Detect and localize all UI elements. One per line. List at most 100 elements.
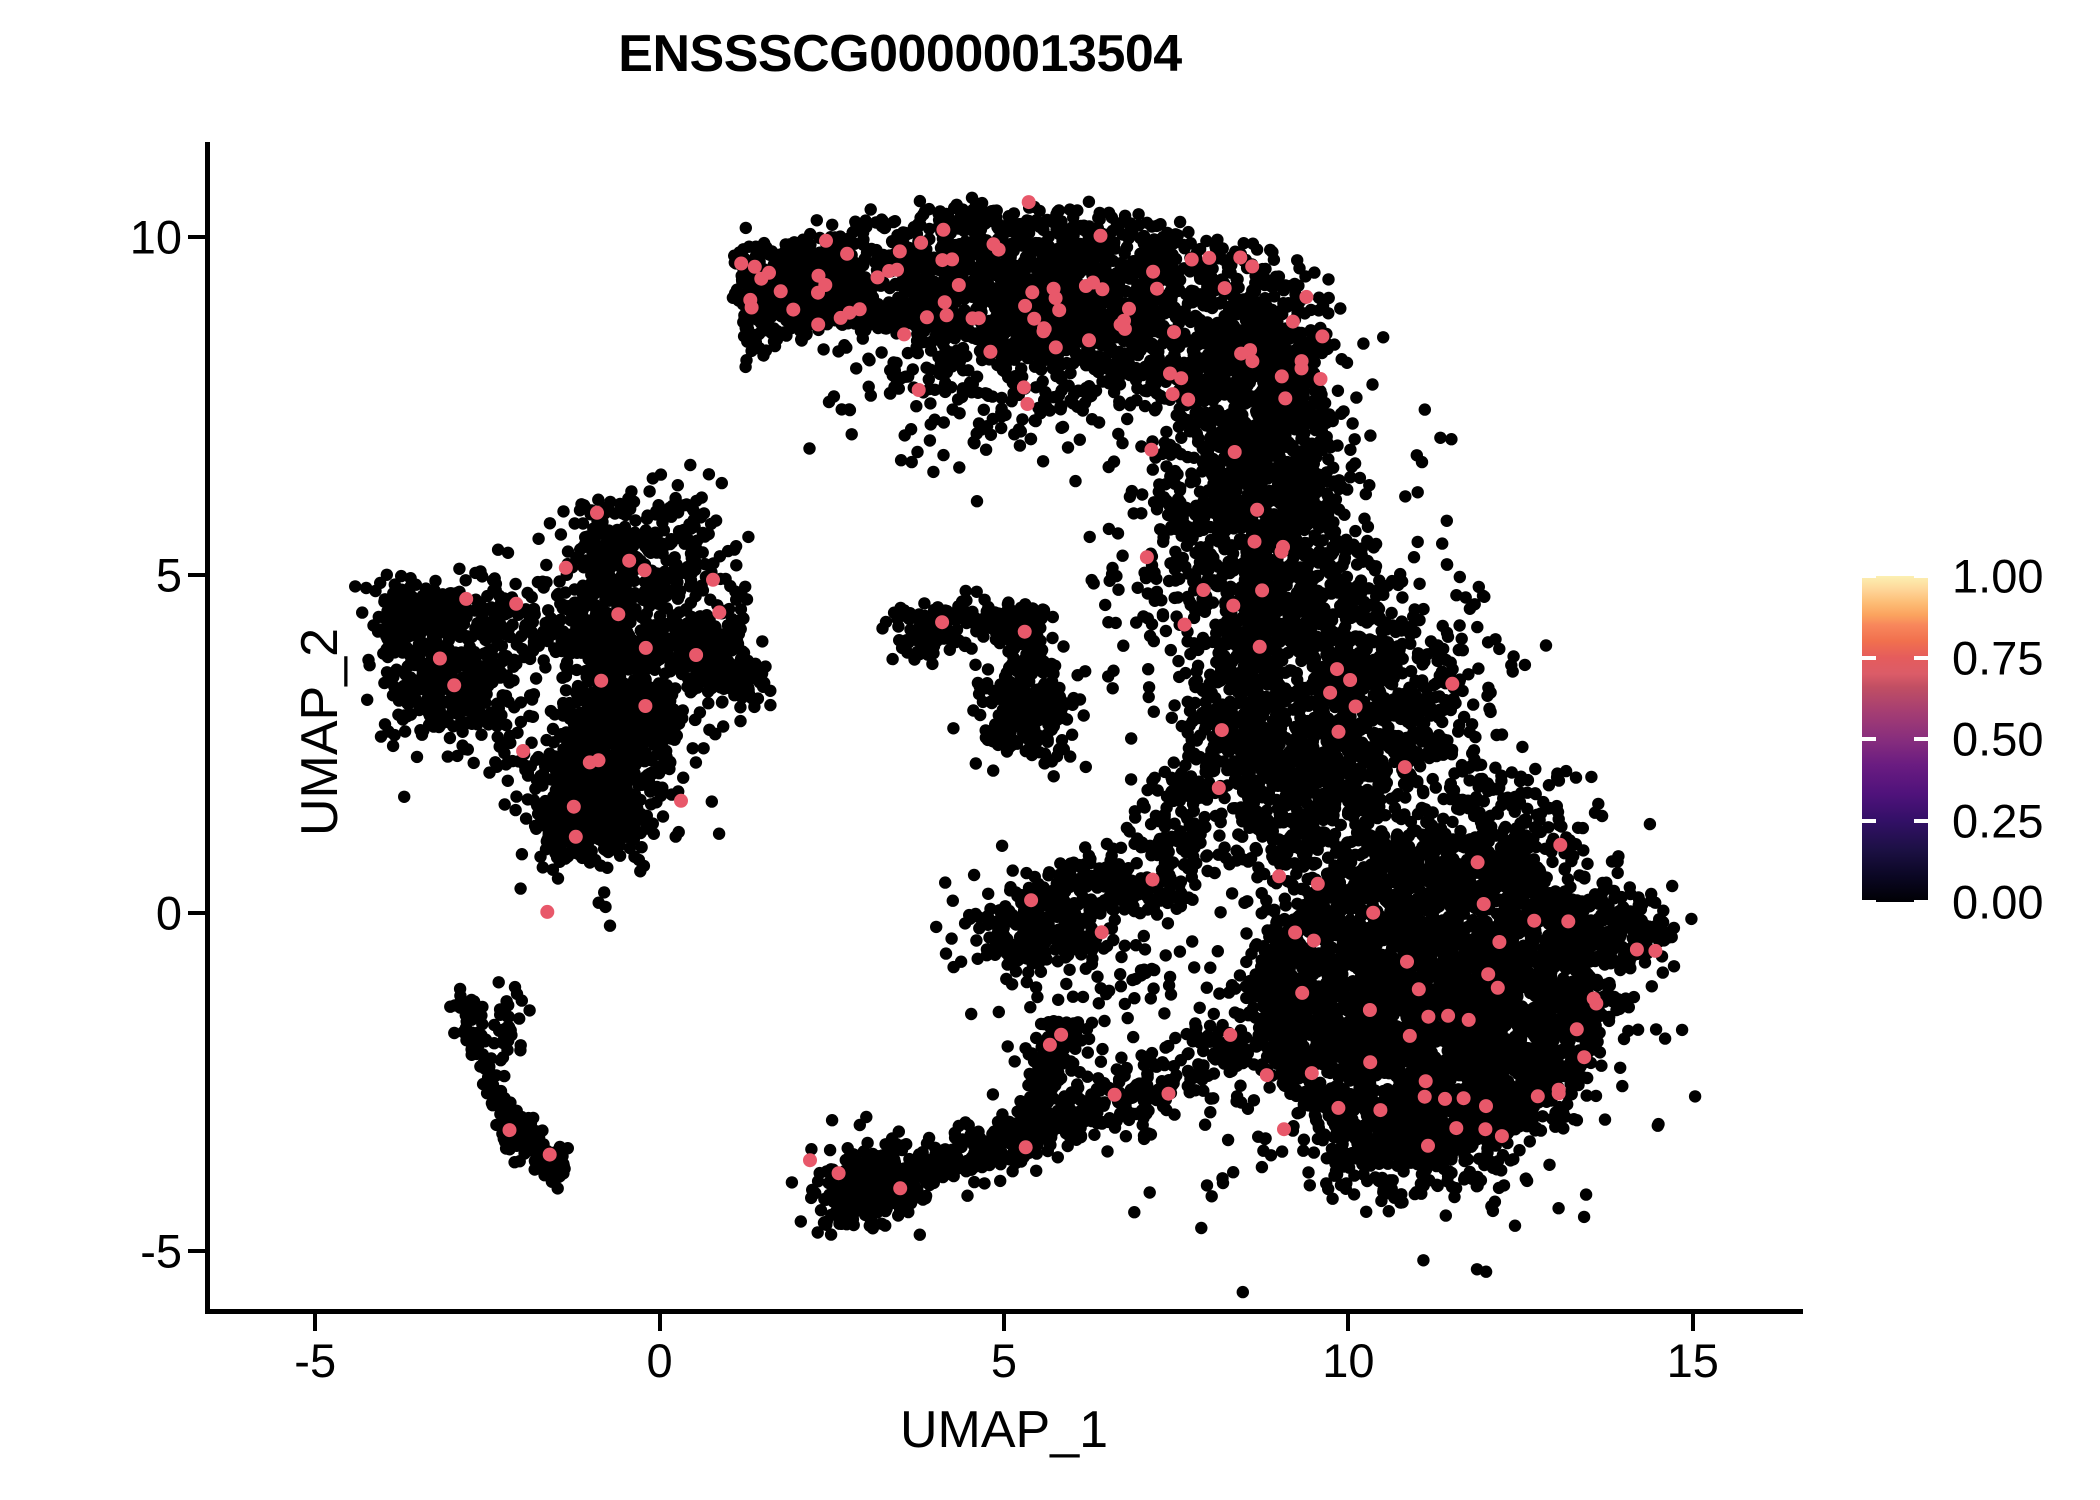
data-point-zero [1173,215,1187,229]
data-point-zero [886,369,899,382]
data-point-zero [1024,220,1037,233]
data-point-zero [1105,306,1118,319]
data-point-zero [1322,273,1335,286]
data-point-zero [1169,311,1183,324]
data-point-zero [1066,290,1079,304]
data-point-zero [1174,481,1187,494]
data-point-zero [986,390,999,403]
data-point-zero [1029,236,1042,250]
data-point-zero [911,445,924,459]
data-point-zero [1083,247,1097,261]
data-point-zero [1259,262,1272,276]
data-point-zero [845,428,858,441]
data-point-zero [1176,551,1189,565]
data-point-zero [927,465,940,479]
data-point-zero [842,292,855,305]
data-point-zero [1335,479,1348,493]
data-point-zero [863,354,876,367]
data-point-zero [1237,558,1250,572]
data-point-zero [1348,433,1361,446]
data-point-zero [977,403,990,416]
data-point-zero [1102,616,1115,629]
data-point-zero [1064,248,1078,261]
data-point-zero [1468,598,1481,611]
data-point-zero [1029,342,1043,355]
data-point-zero [949,215,962,228]
data-point-zero [1156,230,1170,244]
data-point-zero [1363,479,1376,492]
data-point-zero [1161,242,1174,255]
data-point-zero [1062,271,1075,284]
data-point-zero [1171,229,1184,242]
data-point-zero [1302,438,1316,451]
data-point-zero [1245,474,1259,488]
scatter-plot-area [205,142,1803,1312]
data-point-zero [1436,537,1449,550]
data-point-zero [1268,562,1282,576]
data-point-zero [1218,309,1231,323]
data-point-zero [1252,409,1265,423]
data-point-zero [910,334,924,347]
data-point-zero [1346,602,1360,615]
data-point-zero [934,357,948,371]
data-point-zero [864,203,877,216]
data-point-zero [1096,262,1109,275]
data-point-zero [1314,503,1328,516]
data-point-zero [1316,299,1330,312]
data-point-zero [1233,537,1247,551]
data-point-zero [981,260,994,273]
data-point-zero [1327,545,1340,558]
data-point-zero [792,290,805,304]
data-point-zero [1131,581,1144,594]
data-point-zero [939,376,952,389]
data-point-zero [891,229,904,242]
data-point-zero [775,310,788,323]
data-point-zero [966,237,979,250]
data-point-zero [1262,339,1276,352]
data-point-zero [1204,431,1217,445]
data-point-zero [1013,439,1027,452]
data-point-zero [1159,624,1173,638]
data-point-zero [1241,420,1254,433]
data-point-zero [995,421,1008,435]
data-point-zero [1099,598,1112,612]
data-point-zero [1200,275,1213,288]
data-point-zero [1407,551,1421,564]
data-point-zero [1206,506,1219,519]
data-point-zero [966,286,980,299]
data-point-zero [1293,262,1306,275]
data-point-zero [1251,491,1264,504]
data-point-zero [1302,339,1315,353]
data-point-zero [1280,596,1293,609]
data-point-zero [1125,732,1138,745]
data-point-zero [1338,508,1351,521]
data-point-zero [770,333,784,346]
data-point-zero [795,240,808,253]
data-point-zero [1107,385,1121,399]
data-point-zero [1024,432,1038,446]
data-point-zero [1249,298,1262,311]
data-point-zero [1244,590,1257,604]
data-point-zero [1112,267,1125,281]
data-point-zero [1264,243,1277,257]
data-point-zero [1077,263,1091,276]
y-axis-line [205,142,210,1314]
data-point-zero [999,408,1012,422]
data-point-zero [1377,331,1390,344]
data-point-zero [778,245,792,258]
scatter-points [349,191,1702,1299]
data-point-zero [1169,252,1183,266]
data-point-zero [953,461,966,474]
data-point-zero [1293,409,1306,422]
data-point-zero [1206,470,1220,483]
data-point-zero [1051,205,1064,218]
data-point-zero [1320,487,1334,500]
data-point-zero [937,448,950,462]
data-point-zero [843,403,856,416]
data-point-zero [966,203,980,217]
data-point-zero [1411,535,1424,549]
data-point-zero [1204,548,1217,561]
data-point-zero [1061,441,1075,454]
data-point-zero [878,221,891,235]
